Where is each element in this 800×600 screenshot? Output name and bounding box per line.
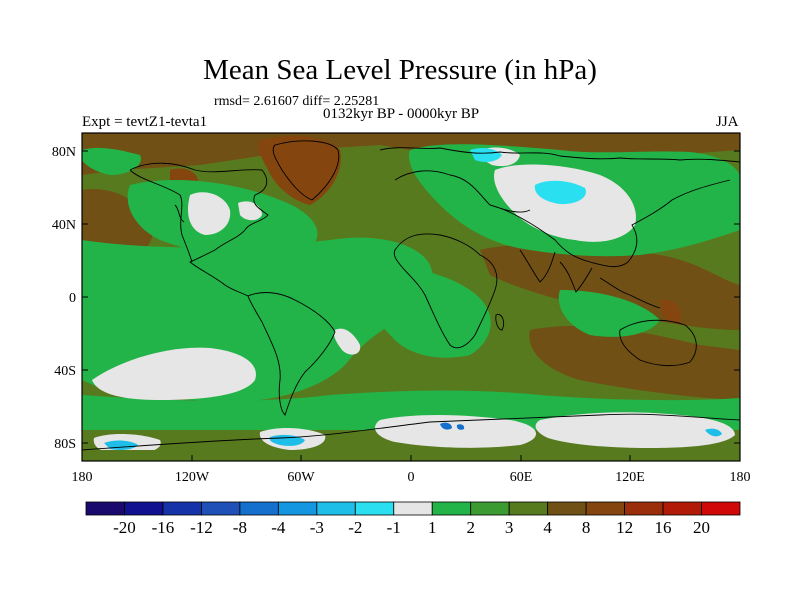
colorbar-label: -12 bbox=[190, 518, 213, 537]
lat-label-0: 0 bbox=[69, 291, 76, 306]
colorbar-swatch-14 bbox=[624, 501, 664, 516]
lon-label-120w: 120W bbox=[175, 470, 210, 485]
lon-label-0: 0 bbox=[408, 470, 415, 485]
stats-line: rmsd= 2.61607 diff= 2.25281 bbox=[214, 94, 380, 109]
colorbar-swatch-8 bbox=[393, 501, 433, 516]
colorbar-swatch-6 bbox=[316, 501, 356, 516]
colorbar-label: 3 bbox=[505, 518, 514, 537]
lat-label-80n: 80N bbox=[52, 145, 76, 160]
colorbar-label: -4 bbox=[271, 518, 286, 537]
map-title: Mean Sea Level Pressure (in hPa) bbox=[203, 54, 597, 86]
colorbar-label: 8 bbox=[582, 518, 591, 537]
colorbar-swatch-13 bbox=[585, 501, 625, 516]
colorbar-swatch-3 bbox=[201, 501, 241, 516]
lat-label-40s: 40S bbox=[54, 364, 76, 379]
colorbar-label: -1 bbox=[387, 518, 401, 537]
colorbar-label: -8 bbox=[233, 518, 247, 537]
lon-label-120e: 120E bbox=[615, 470, 645, 485]
colorbar: -20 -16 -12 -8 -4 -3 -2 -1 1 2 3 4 8 12 16 20 bbox=[85, 501, 741, 537]
colorbar-label: 2 bbox=[466, 518, 475, 537]
experiment-label: Expt = tevtZ1-tevta1 bbox=[82, 114, 208, 130]
coastlines bbox=[82, 140, 740, 451]
pressure-field bbox=[82, 133, 740, 461]
lon-label-180w: 180 bbox=[72, 470, 93, 485]
colorbar-swatch-4 bbox=[239, 501, 279, 516]
colorbar-swatch-16 bbox=[701, 501, 741, 516]
colorbar-swatch-10 bbox=[470, 501, 510, 516]
lon-label-60w: 60W bbox=[287, 470, 315, 485]
colorbar-label: 20 bbox=[693, 518, 710, 537]
lat-label-80s: 80S bbox=[54, 437, 76, 452]
lat-ticks bbox=[82, 150, 740, 444]
colorbar-swatch-9 bbox=[431, 501, 472, 516]
colorbar-label: -2 bbox=[348, 518, 362, 537]
colorbar-swatch-7 bbox=[354, 501, 395, 516]
colorbar-swatch-1 bbox=[124, 501, 164, 516]
colorbar-label: -20 bbox=[113, 518, 136, 537]
colorbar-swatch-5 bbox=[277, 501, 318, 516]
colorbar-swatch-15 bbox=[662, 501, 702, 516]
colorbar-label: 12 bbox=[616, 518, 633, 537]
colorbar-label: -16 bbox=[152, 518, 175, 537]
colorbar-swatch-11 bbox=[508, 501, 549, 516]
lon-ticks bbox=[81, 455, 741, 461]
colorbar-label: 4 bbox=[543, 518, 552, 537]
season-label: JJA bbox=[716, 114, 739, 130]
colorbar-label: 1 bbox=[428, 518, 437, 537]
colorbar-swatch-2 bbox=[162, 501, 202, 516]
period-label: 0132kyr BP - 0000kyr BP bbox=[323, 106, 480, 122]
colorbar-label: 16 bbox=[655, 518, 672, 537]
lat-label-40n: 40N bbox=[52, 218, 76, 233]
colorbar-label: -3 bbox=[310, 518, 324, 537]
colorbar-swatch-12 bbox=[547, 501, 587, 516]
colorbar-swatch-0 bbox=[85, 501, 125, 516]
lon-label-60e: 60E bbox=[510, 470, 533, 485]
lon-label-180e: 180 bbox=[730, 470, 751, 485]
